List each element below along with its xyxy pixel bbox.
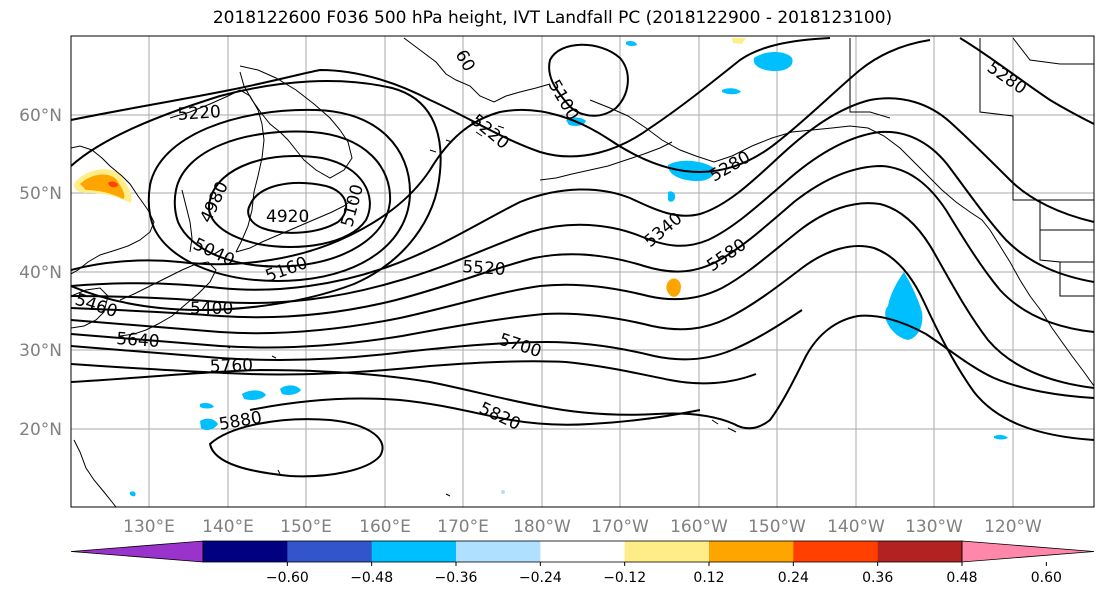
contour-5520 [71,202,1094,389]
negative-shade-11 [626,41,637,47]
contour-5580 [71,245,1094,441]
lat-label-50n: 50°N [19,184,62,204]
aleutian-islands [539,141,673,181]
colorbar-tick-label: 0.12 [693,570,724,586]
colorbar-extension-low [70,540,204,563]
lat-label-40n: 40°N [19,263,62,283]
ivt-shading [74,38,1008,497]
figure-title: 2018122600 F036 500 hPa height, IVT Land… [212,8,893,28]
colorbar-outline [202,540,963,563]
colorbar-tick-label: −0.60 [266,570,309,586]
positive-shade-top [732,38,746,44]
colorbar-tick-label: 0.60 [1031,570,1062,586]
negative-shade-5 [722,88,741,95]
contour-5160 [71,80,442,311]
contour-5220 [71,37,831,158]
negative-shade-10 [668,191,676,202]
kamchatka-coast [239,65,353,179]
negative-shade-7 [280,385,301,395]
contour-5760 [71,314,1094,430]
lon-label-150w: 150°W [748,517,806,537]
lon-label-150e: 150°E [280,517,332,537]
contour-label-5400: 5400 [190,299,233,319]
colorbar-tick-label: 0.36 [862,570,893,586]
colorbar-tick-label: 0.48 [946,570,977,586]
colorbar-segment [371,541,457,562]
negative-shade-12 [994,434,1008,440]
lon-label-120w: 120°W [984,517,1042,537]
colorbar-tick-label: −0.24 [519,570,562,586]
lat-label-60n: 60°N [19,106,62,126]
contour-5040 [173,130,392,268]
map-border [70,35,1095,508]
na-west-coast [989,229,1094,387]
lon-label-130w: 130°W [905,517,963,537]
lat-label-20n: 20°N [19,420,62,440]
contour-5640 [71,309,803,361]
colorbar-segment [540,541,626,562]
colorbar-tick-label: 0.24 [778,570,809,586]
colorbar-ticks: −0.60 −0.48 −0.36 −0.24 −0.12 0.12 0.24 0.36 0.4… [266,562,1062,586]
positive-shade-west-core [80,174,125,199]
us-states [1040,229,1094,263]
height-contours [71,37,1094,478]
colorbar [70,540,1095,563]
colorbar-tick-label: −0.36 [435,570,478,586]
colorbar-tick-label: −0.12 [603,570,646,586]
contour-label-4920: 4920 [266,207,309,227]
contour-label-5760: 5760 [209,355,253,376]
contour-5880 [208,418,384,478]
lon-label-170w: 170°W [591,517,649,537]
negative-shade-9 [200,403,214,409]
negative-shade-14 [501,490,505,494]
alaska-west-coast [403,37,551,103]
contour-label-5520: 5520 [462,257,507,280]
philippines-islands [73,439,117,507]
lon-label-130e: 130°E [123,517,175,537]
colorbar-segment [287,541,373,562]
lon-label-160w: 160°W [670,517,728,537]
negative-shade-3 [885,272,923,340]
positive-shade-west-red [108,181,118,188]
contour-5820 [249,397,701,426]
contour-5400 [71,130,1094,304]
negative-shade-13 [129,491,136,497]
contour-label-5640: 5640 [116,329,161,352]
contour-5460 [71,164,1094,333]
negative-shade-6 [242,390,266,400]
sakhalin [181,189,193,253]
colorbar-segment [877,541,963,562]
colorbar-segment [624,541,710,562]
lon-label-140w: 140°W [827,517,885,537]
longitude-labels: 130°E 140°E 150°E 160°E 170°E 180°W 170°… [123,517,1042,537]
colorbar-segment [203,541,288,562]
kuril-islands [235,199,353,253]
korea-china [71,287,109,329]
colorbar-segment [456,541,541,562]
positive-shade-pacific [666,278,681,297]
lon-label-160e: 160°E [359,517,411,537]
negative-shade-8 [200,418,218,431]
negative-shade-1 [753,52,793,72]
lon-label-170e: 170°E [437,517,489,537]
lat-label-30n: 30°N [19,341,62,361]
latitude-labels: 60°N 50°N 40°N 30°N 20°N [19,106,62,440]
contour-label-5220: 5220 [177,102,222,125]
alaska-canada-border [849,38,891,119]
lon-label-180w: 180°W [513,517,571,537]
colorbar-segment [793,541,879,562]
contour-4920 [247,181,348,234]
colorbar-segment [709,541,794,562]
colorbar-extension-high [961,540,1095,563]
colorbar-tick-label: −0.48 [350,570,393,586]
contour-5340 [71,97,1094,291]
contour-4980 [207,154,371,248]
contour-5280 [71,37,1094,271]
bering-islands [429,125,505,153]
lon-label-140e: 140°E [202,517,254,537]
contour-5100 [147,43,629,282]
